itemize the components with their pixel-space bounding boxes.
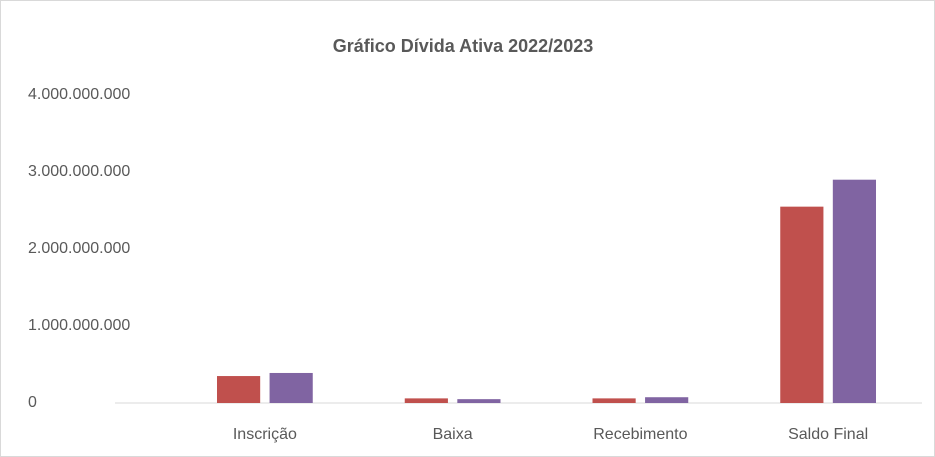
bar: [404, 398, 448, 403]
bar: [592, 398, 636, 403]
y-tick-label: 1.000.000.000: [28, 317, 130, 334]
bar: [457, 399, 501, 403]
y-tick-label: 3.000.000.000: [28, 163, 130, 180]
x-tick-label: Baixa: [433, 426, 473, 443]
bar: [216, 376, 261, 403]
bar: [269, 372, 313, 403]
bar: [645, 397, 689, 403]
bar: [780, 206, 824, 403]
x-tick-label: Inscrição: [233, 426, 297, 443]
bar: [832, 179, 877, 403]
y-tick-label: 4.000.000.000: [28, 86, 130, 103]
x-tick-label: Saldo Final: [788, 426, 868, 443]
y-tick-label: 2.000.000.000: [28, 240, 130, 257]
x-tick-label: Recebimento: [593, 426, 687, 443]
chart-title: Gráfico Dívida Ativa 2022/2023: [333, 36, 593, 56]
y-tick-label: 0: [28, 394, 37, 411]
